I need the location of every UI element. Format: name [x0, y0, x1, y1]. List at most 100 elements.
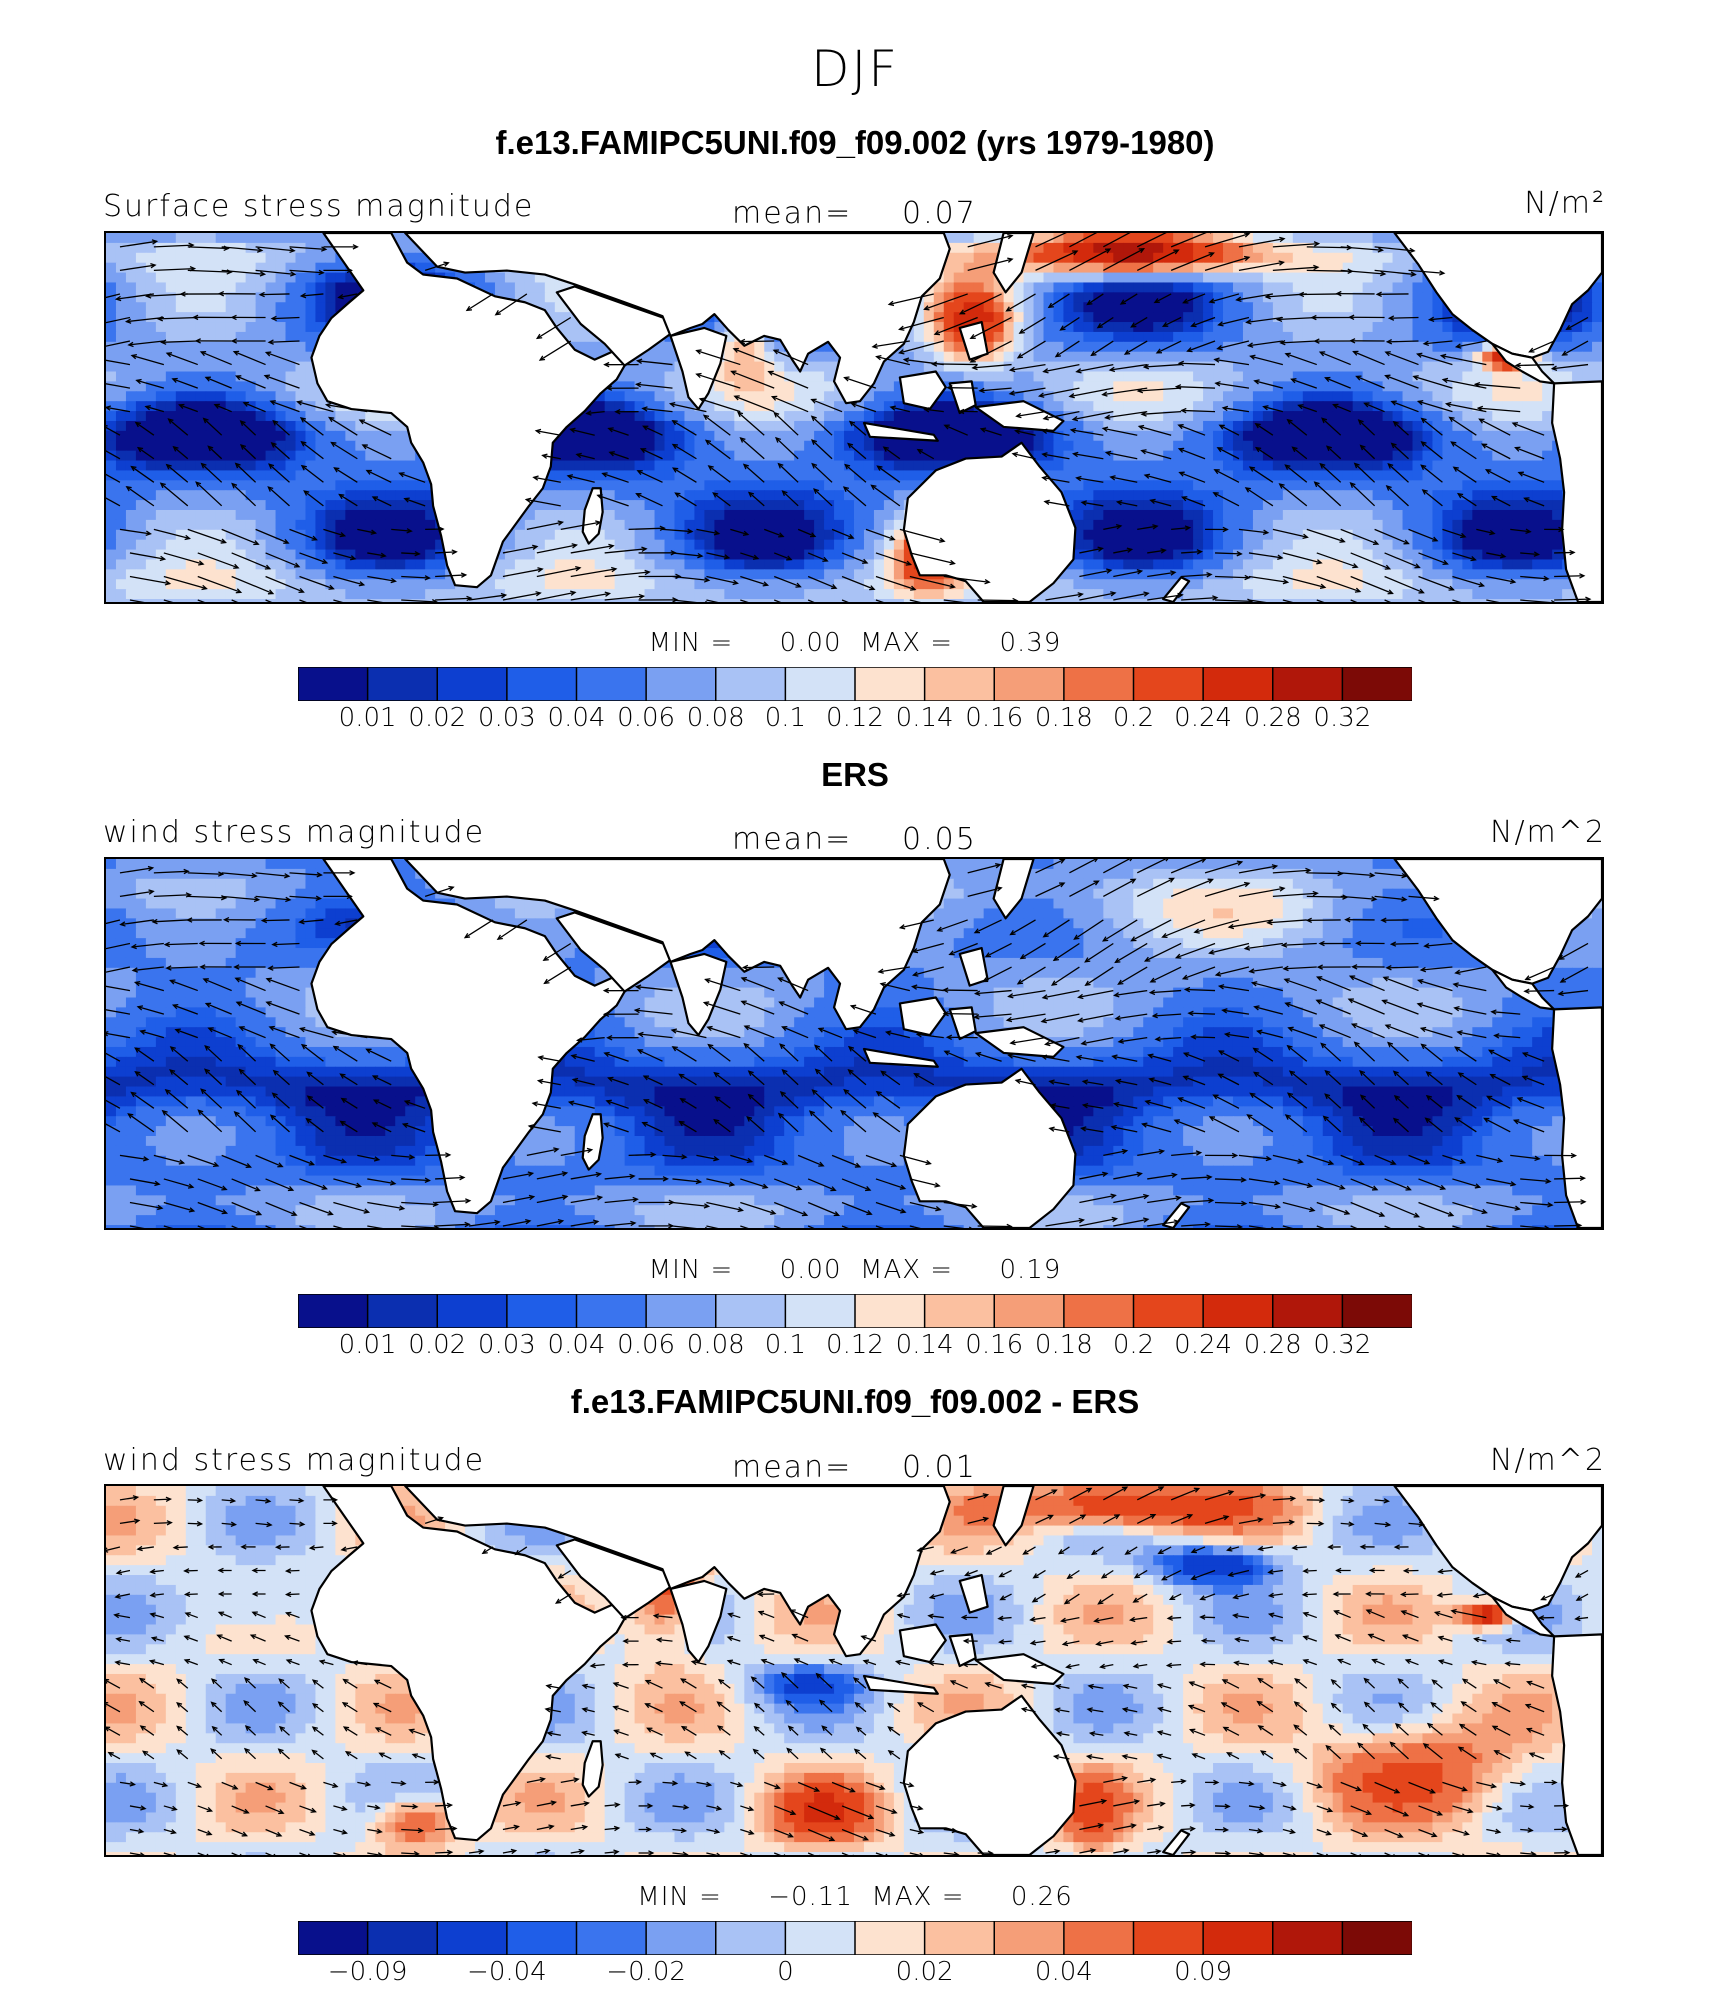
field-cell — [734, 490, 745, 501]
field-cell — [1003, 351, 1015, 363]
field-cell — [265, 272, 277, 284]
field-cell — [983, 420, 995, 432]
field-cell — [943, 262, 955, 274]
field-cell — [1193, 272, 1204, 284]
field-cell — [1153, 371, 1164, 382]
field-cell — [1123, 233, 1134, 244]
field-cell — [664, 381, 676, 392]
field-cell — [1422, 401, 1434, 412]
field-cell — [1522, 539, 1533, 551]
field-cell — [1242, 519, 1254, 531]
field-cell — [903, 480, 915, 491]
field-cell — [1252, 331, 1264, 343]
field-cell — [1332, 549, 1344, 561]
field-cell — [844, 519, 855, 531]
field-cell — [305, 450, 317, 462]
field-cell — [744, 361, 755, 373]
field-cell — [734, 430, 745, 442]
field-cell — [1452, 371, 1463, 382]
field-cell — [564, 480, 576, 491]
field-cell — [1113, 282, 1124, 293]
field-cell — [1093, 312, 1104, 323]
field-cell — [1492, 500, 1503, 511]
field-cell — [714, 490, 725, 501]
field-cell — [1302, 341, 1314, 353]
field-cell — [385, 470, 396, 481]
field-cell — [395, 559, 406, 570]
field-cell — [155, 282, 167, 293]
field-cell — [614, 401, 626, 412]
field-cell — [285, 529, 297, 541]
field-cell — [1143, 262, 1154, 274]
field-cell — [315, 420, 327, 432]
field-cell — [1442, 411, 1453, 422]
field-cell — [594, 480, 606, 491]
field-cell — [305, 282, 317, 293]
field-cell — [1252, 519, 1264, 531]
field-cell — [1452, 391, 1463, 402]
field-cell — [1163, 361, 1174, 373]
field-cell — [225, 500, 237, 511]
field-cell — [1282, 519, 1294, 531]
field-cell — [335, 480, 346, 491]
field-cell — [1382, 351, 1394, 363]
field-cell — [255, 322, 267, 333]
field-cell — [355, 480, 366, 491]
field-cell — [1003, 331, 1015, 343]
field-cell — [923, 341, 935, 353]
field-cell — [1382, 302, 1394, 313]
field-cell — [115, 500, 127, 511]
field-cell — [285, 509, 297, 521]
field-cell — [1203, 391, 1214, 402]
field-cell — [1183, 272, 1194, 284]
field-cell — [943, 430, 955, 442]
field-cell — [1302, 272, 1314, 284]
field-cell — [305, 302, 317, 313]
field-cell — [195, 242, 207, 254]
field-cell — [644, 500, 656, 511]
field-cell — [674, 549, 686, 561]
field-cell — [225, 233, 237, 244]
field-cell — [175, 519, 187, 531]
field-cell — [1412, 371, 1424, 382]
field-cell — [1552, 351, 1563, 363]
field-cell — [285, 233, 297, 244]
field-cell — [106, 559, 117, 570]
field-cell — [883, 440, 895, 452]
field-cell — [694, 509, 705, 521]
field-cell — [953, 351, 965, 363]
field-cell — [375, 509, 386, 521]
field-cell — [1512, 411, 1523, 422]
field-cell — [1173, 529, 1184, 541]
field-cell — [195, 529, 207, 541]
field-cell — [1462, 411, 1473, 422]
field-cell — [125, 391, 137, 402]
field-cell — [694, 430, 705, 442]
field-cell — [245, 341, 257, 353]
field-cell — [115, 292, 127, 303]
field-cell — [315, 430, 327, 442]
field-cell — [744, 411, 755, 422]
field-cell — [814, 381, 825, 392]
field-cell — [1292, 420, 1304, 432]
field-cell — [754, 529, 765, 541]
field-cell — [315, 242, 327, 254]
field-cell — [375, 411, 386, 422]
field-cell — [834, 519, 845, 531]
field-cell — [135, 252, 147, 264]
field-cell — [1272, 509, 1284, 521]
field-cell — [1312, 361, 1324, 373]
field-cell — [1462, 450, 1473, 462]
field-cell — [1213, 371, 1224, 382]
field-cell — [1073, 509, 1084, 521]
field-cell — [854, 480, 865, 491]
field-cell — [1073, 470, 1084, 481]
field-cell — [923, 460, 935, 472]
field-cell — [644, 450, 656, 462]
field-cell — [1522, 401, 1533, 412]
field-cell — [335, 282, 346, 293]
field-cell — [794, 371, 805, 382]
field-cell — [405, 529, 416, 541]
field-cell — [1242, 302, 1254, 313]
field-cell — [1532, 539, 1543, 551]
